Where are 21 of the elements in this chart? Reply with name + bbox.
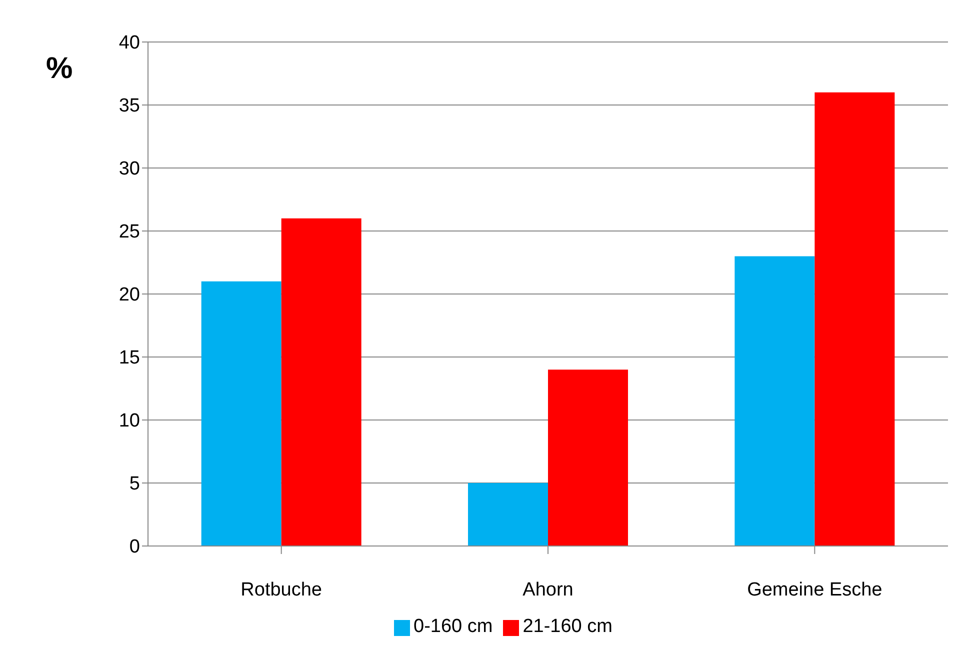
y-tick-label: 35: [118, 96, 140, 117]
y-tick-label: 40: [118, 32, 140, 54]
bar: [548, 370, 628, 546]
bar: [814, 92, 895, 546]
bar: [201, 281, 282, 546]
y-tick-label: 30: [118, 158, 140, 180]
x-tick-label: Gemeine Esche: [747, 579, 882, 600]
bar: [281, 218, 362, 546]
bar: [468, 483, 548, 546]
y-axis-title: %: [46, 52, 73, 86]
y-tick-label: 15: [118, 348, 140, 369]
x-tick-label: Ahorn: [522, 579, 574, 600]
y-tick-label: 5: [129, 474, 140, 495]
x-tick-label: Rotbuche: [240, 579, 322, 600]
y-tick-label: 0: [129, 536, 140, 558]
y-tick-label: 25: [118, 222, 140, 243]
y-tick-label: 20: [118, 284, 140, 306]
bar: [734, 256, 815, 546]
legend-label: 0-160 cm: [414, 616, 493, 637]
legend-label: 21-160 cm: [522, 616, 612, 637]
y-tick-label: 10: [118, 410, 140, 432]
